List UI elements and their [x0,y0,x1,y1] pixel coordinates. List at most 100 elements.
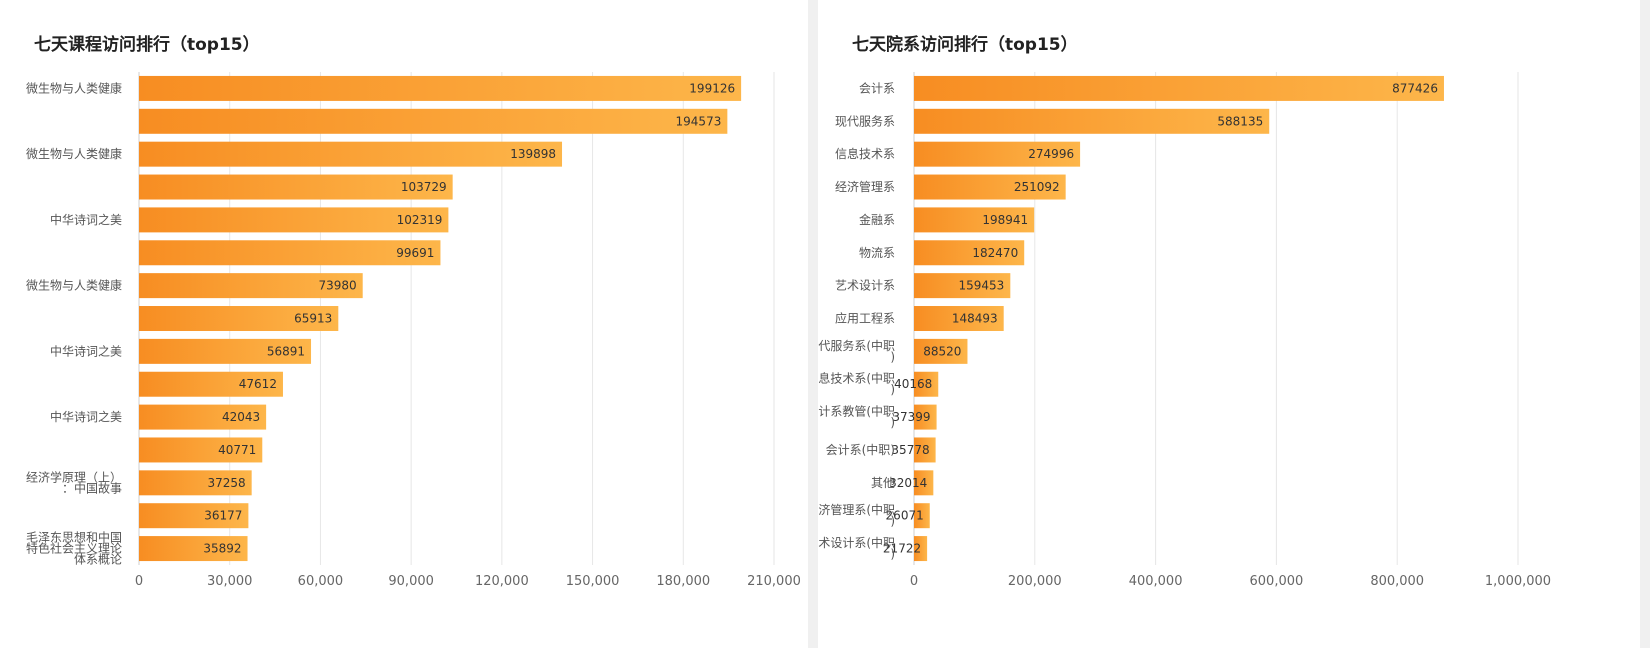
bar-value-label: 99691 [396,246,434,260]
bar [139,503,249,529]
bar [914,503,930,529]
bar [139,273,363,299]
category-label: 现代服务系 [835,113,895,128]
category-label: ) [890,383,895,397]
category-label: ) [890,350,895,364]
category-label: 物流系 [859,246,895,260]
bar-value-label: 199126 [689,81,735,95]
bar [139,371,283,397]
bar-value-label: 47612 [239,377,277,391]
category-label: 其他 [871,476,895,490]
bar [914,338,968,364]
x-tick-label: 180,000 [656,574,710,589]
x-tick-label: 120,000 [475,574,529,589]
bar-value-label: 103729 [401,180,447,194]
x-tick-label: 0 [135,574,143,589]
category-label: 信息技术系 [835,146,895,161]
bar [914,404,937,430]
bar [914,141,1081,167]
bar-value-label: 36177 [204,509,242,523]
bar-value-label: 21722 [883,542,921,556]
bar [914,240,1025,266]
bar-value-label: 42043 [222,410,260,424]
category-label: ) [890,514,895,528]
bar-value-label: 35778 [891,443,929,457]
bar-value-label: 40771 [218,443,256,457]
bar-value-label: 274996 [1028,147,1074,161]
x-tick-label: 30,000 [207,574,253,589]
department-ranking-title: 七天院系访问排行（top15） [852,35,1078,55]
x-tick-label: 600,000 [1250,574,1304,589]
category-label: 会计系(中职) [826,442,895,457]
x-tick-label: 200,000 [1008,574,1062,589]
bar [914,75,1444,101]
x-tick-label: 150,000 [566,574,620,589]
x-tick-label: 60,000 [298,574,344,589]
bar [139,338,312,364]
x-tick-label: 0 [910,574,918,589]
bar [914,174,1066,200]
category-label: 微生物与人类健康 [26,146,122,161]
category-label: 经济学原理（上） [26,469,122,484]
bar-value-label: 35892 [203,542,241,556]
bar [914,371,939,397]
category-label: 中华诗词之美 [50,212,122,227]
bar [914,306,1004,331]
bar [139,141,563,167]
bar [914,536,928,562]
category-label: ：中国故事 [62,480,122,495]
x-tick-label: 400,000 [1129,574,1183,589]
bar-value-label: 88520 [923,344,961,358]
category-label: 经济管理系 [835,179,895,194]
bar-value-label: 139898 [510,147,556,161]
bar-value-label: 198941 [982,213,1028,227]
bar-value-label: 32014 [889,476,927,490]
x-tick-label: 800,000 [1370,574,1424,589]
bar [139,108,728,134]
department-ranking-chart: 0 200,000 400,000 600,000 800,000 1,000,000 87… [818,72,1551,589]
bar-value-label: 65913 [294,312,332,326]
bar [914,207,1035,233]
category-label: 微生物与人类健康 [26,80,122,95]
bar-value-label: 37399 [892,410,930,424]
bar-value-label: 194573 [676,114,722,128]
department-ranking-panel: 七天院系访问排行（top15） 0 200,000 400,000 600,000 80… [818,0,1640,648]
bar-value-label: 877426 [1392,81,1438,95]
bar-value-label: 40168 [894,377,932,391]
bar-value-label: 102319 [397,213,443,227]
x-tick-label: 210,000 [747,574,801,589]
bar [139,75,742,101]
bar-value-label: 37258 [207,476,245,490]
category-label: 中华诗词之美 [50,409,122,424]
category-label: 中华诗词之美 [50,343,122,358]
category-label: 体系概论 [74,553,122,567]
x-tick-label: 1,000,000 [1485,574,1551,589]
category-label: ) [890,416,895,430]
bar-value-label: 56891 [267,344,305,358]
bar [139,174,453,200]
category-label: 艺术设计系 [835,279,895,293]
bar-value-label: 159453 [958,279,1004,293]
bar [139,240,441,266]
bar-value-label: 588135 [1217,114,1263,128]
course-ranking-title: 七天课程访问排行（top15） [34,35,260,55]
bar-value-label: 73980 [319,279,357,293]
category-label: 特色社会主义理论 [26,541,122,556]
course-ranking-panel: 七天课程访问排行（top15） 0 30,000 60,000 90,000 120,0… [0,0,808,648]
bar-value-label: 251092 [1014,180,1060,194]
category-label: 微生物与人类健康 [26,278,122,293]
bar [914,273,1011,299]
category-label: 会计系教管(中职 [818,404,895,419]
bar [139,404,267,430]
category-label: 信息技术系(中职 [818,371,895,386]
category-label: 金融系 [859,212,895,227]
bar [139,437,263,463]
category-label: 毛泽东思想和中国 [26,530,122,545]
category-label: 艺术设计系(中职 [818,535,895,550]
bar [139,207,449,233]
bar [914,108,1270,134]
category-label: 会计系 [859,81,895,95]
bar-value-label: 182470 [972,246,1018,260]
x-tick-label: 90,000 [388,574,434,589]
bar [914,437,936,463]
